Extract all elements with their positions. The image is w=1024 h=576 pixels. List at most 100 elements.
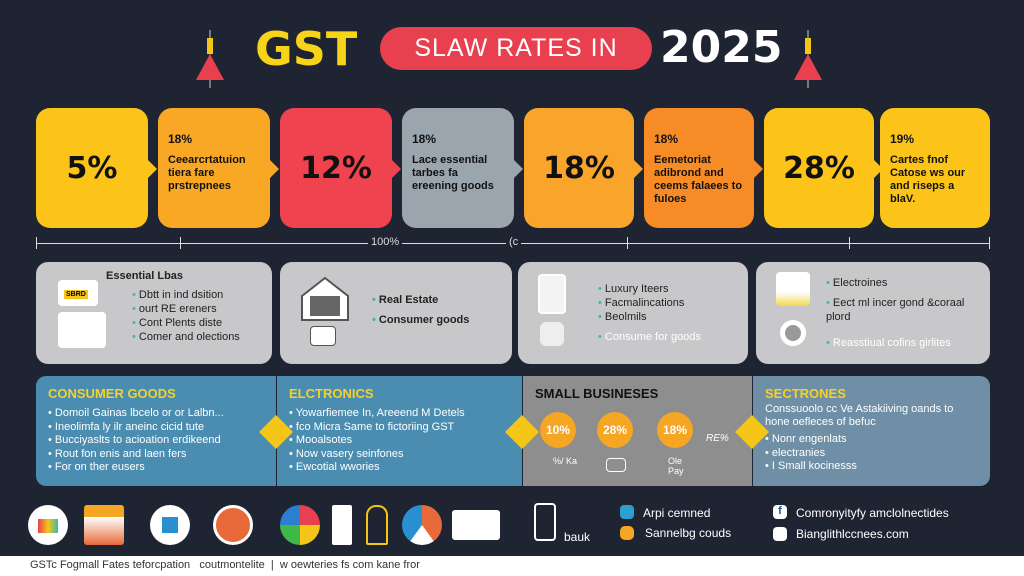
document-icon: [332, 505, 352, 545]
phone-icon: [534, 503, 556, 541]
facebook-icon: f: [773, 505, 787, 519]
band-title: SMALL BUSINESES: [535, 386, 659, 401]
lock-icon: [213, 505, 253, 545]
scale-tick: [627, 237, 628, 249]
circle-sublabel: %/ Ka: [553, 456, 578, 466]
list-item: For on ther eusers: [48, 461, 264, 475]
side-label: RE%: [706, 433, 729, 444]
list-item: Now vasery seinfones: [289, 448, 510, 462]
list-item: Ineolimfa ly ilr aneinc cicid tute: [48, 421, 264, 435]
contact-text[interactable]: Bianglithlccnees.com: [796, 527, 909, 541]
rate-box: 12%: [280, 108, 392, 228]
rate-percent: 19%: [890, 132, 915, 146]
band-title: SECTRONES: [765, 386, 846, 401]
arrow-connector: [874, 160, 883, 178]
title-year: 2025: [660, 22, 783, 73]
blocks-icon: [28, 505, 68, 545]
list-item: Nonr engenlats: [765, 433, 978, 447]
list-item: ourt RE ereners: [132, 302, 240, 316]
rate-box: 28%: [764, 108, 874, 228]
rate-percent: 18%: [412, 132, 437, 146]
list-item: Luxury Iteers: [598, 282, 701, 296]
contact-text[interactable]: Comronyityfy amclolnectides: [796, 506, 949, 520]
rate-box: 18% Ceearcrtatuion tiera fare prstrepnees: [158, 108, 270, 228]
list-item: Bucciyaslts to acioation erdikeend: [48, 434, 264, 448]
list-item: Rout fon enis and laen fers: [48, 448, 264, 462]
scale-tick: [989, 237, 990, 249]
card-essential: SBRD Essential Lbas Dbtt in ind dsitiono…: [36, 262, 272, 364]
person-icon: [366, 505, 388, 545]
chrome-icon: [280, 505, 320, 545]
band-sectrones: SECTRONES Conssuoolo cc Ve Astakiiving o…: [753, 376, 990, 486]
card-real-estate: Real EstateConsumer goods: [280, 262, 512, 364]
list-item: Domoil Gainas lbcelo or or Lalbn...: [48, 407, 264, 421]
card-electronics: Electroines Eect ml incer gond &coraal pl…: [756, 262, 990, 364]
rate-box: 19% Cartes fnof Catose ws our and riseps …: [880, 108, 990, 228]
contact-text[interactable]: Arpi cemned: [643, 506, 711, 520]
gallery-icon: [84, 505, 124, 545]
web-icon: [773, 527, 787, 541]
list-item: Facmalincations: [598, 296, 701, 310]
arrow-connector: [634, 160, 643, 178]
rate-circle: 10%: [540, 412, 576, 448]
footer-text[interactable]: GSTc Fogmall Fates teforcpation: [30, 559, 191, 571]
list-item: Ewcotial wwories: [289, 461, 510, 475]
rate-description: Lace essential tarbes fa ereening goods: [412, 154, 494, 192]
list-item: Real Estate: [372, 290, 469, 310]
rate-description: Ceearcrtatuion tiera fare prstrepnees: [168, 154, 246, 192]
list-item: Reasstiual cofins girlites: [826, 336, 990, 350]
list-item: electranies: [765, 447, 978, 461]
twitter-icon: [620, 505, 634, 519]
footer-text[interactable]: w oewteries fs com kane fror: [279, 559, 420, 571]
contact-text[interactable]: Sannelbg couds: [645, 526, 732, 540]
footer-text[interactable]: coutmontelite: [199, 559, 265, 571]
arrow-connector: [148, 160, 157, 178]
card-luxury: Luxury IteersFacmalincationsBeolmils Cons…: [518, 262, 748, 364]
list-item: Electroines: [826, 276, 990, 290]
card-title: Essential Lbas: [106, 270, 184, 282]
title-gst: GST: [255, 22, 358, 76]
list-item: Yowarfiemee In, Areeend M Detels: [289, 407, 510, 421]
shop-icon: [310, 326, 336, 346]
band-lead: Conssuoolo cc Ve Astakiiving oands to ho…: [765, 403, 954, 428]
footer-separator: |: [270, 559, 274, 571]
list-item: Mooalsotes: [289, 434, 510, 448]
footer-bar: GSTc Fogmall Fates teforcpation coutmont…: [0, 556, 1024, 576]
scale-tick: [849, 237, 850, 249]
rate-circle: 28%: [597, 412, 633, 448]
list-item: Comer and olections: [132, 330, 240, 344]
scale-tick: [36, 237, 37, 249]
monitor-icon: [776, 272, 810, 306]
scale-tick: [180, 237, 181, 249]
list-item: Consumer goods: [372, 310, 469, 330]
building-icon: [301, 276, 349, 321]
rate-circle: 18%: [657, 412, 693, 448]
arrow-connector: [392, 160, 401, 178]
scale-label: 100%: [368, 236, 403, 248]
band-consumer-goods: CONSUMER GOODS Domoil Gainas lbcelo or o…: [36, 376, 276, 486]
house-icon: SBRD: [58, 280, 98, 306]
lamp-icon: [196, 30, 224, 88]
rate-percent: 18%: [168, 132, 193, 146]
arrow-connector: [754, 160, 763, 178]
tablet-icon: [538, 274, 566, 314]
circle-sublabel: Ole Pay: [668, 456, 684, 476]
list-item: Dbtt in ind dsition: [132, 288, 240, 302]
documents-icon: [58, 312, 106, 348]
rate-box: 18%: [524, 108, 634, 228]
gear-icon: [780, 320, 806, 346]
arrow-connector: [514, 160, 523, 178]
folder-icon: [150, 505, 190, 545]
rate-box: 5%: [36, 108, 148, 228]
list-item: fco Micra Same to fictoriing GST: [289, 421, 510, 435]
band-electronics: ELCTRONICS Yowarfiemee In, Areeend M Det…: [277, 376, 522, 486]
arrow-connector: [270, 160, 279, 178]
band-title: ELCTRONICS: [289, 386, 374, 401]
bag-icon: [540, 322, 564, 346]
title-pill: SLAW RATES IN: [380, 27, 652, 70]
list-item: Beolmils: [598, 310, 701, 324]
list-item: Eect ml incer gond &coraal plord: [826, 296, 990, 324]
scale-label: (c: [506, 236, 522, 248]
list-item: Consume for goods: [598, 330, 701, 344]
truck-icon: [452, 510, 500, 540]
